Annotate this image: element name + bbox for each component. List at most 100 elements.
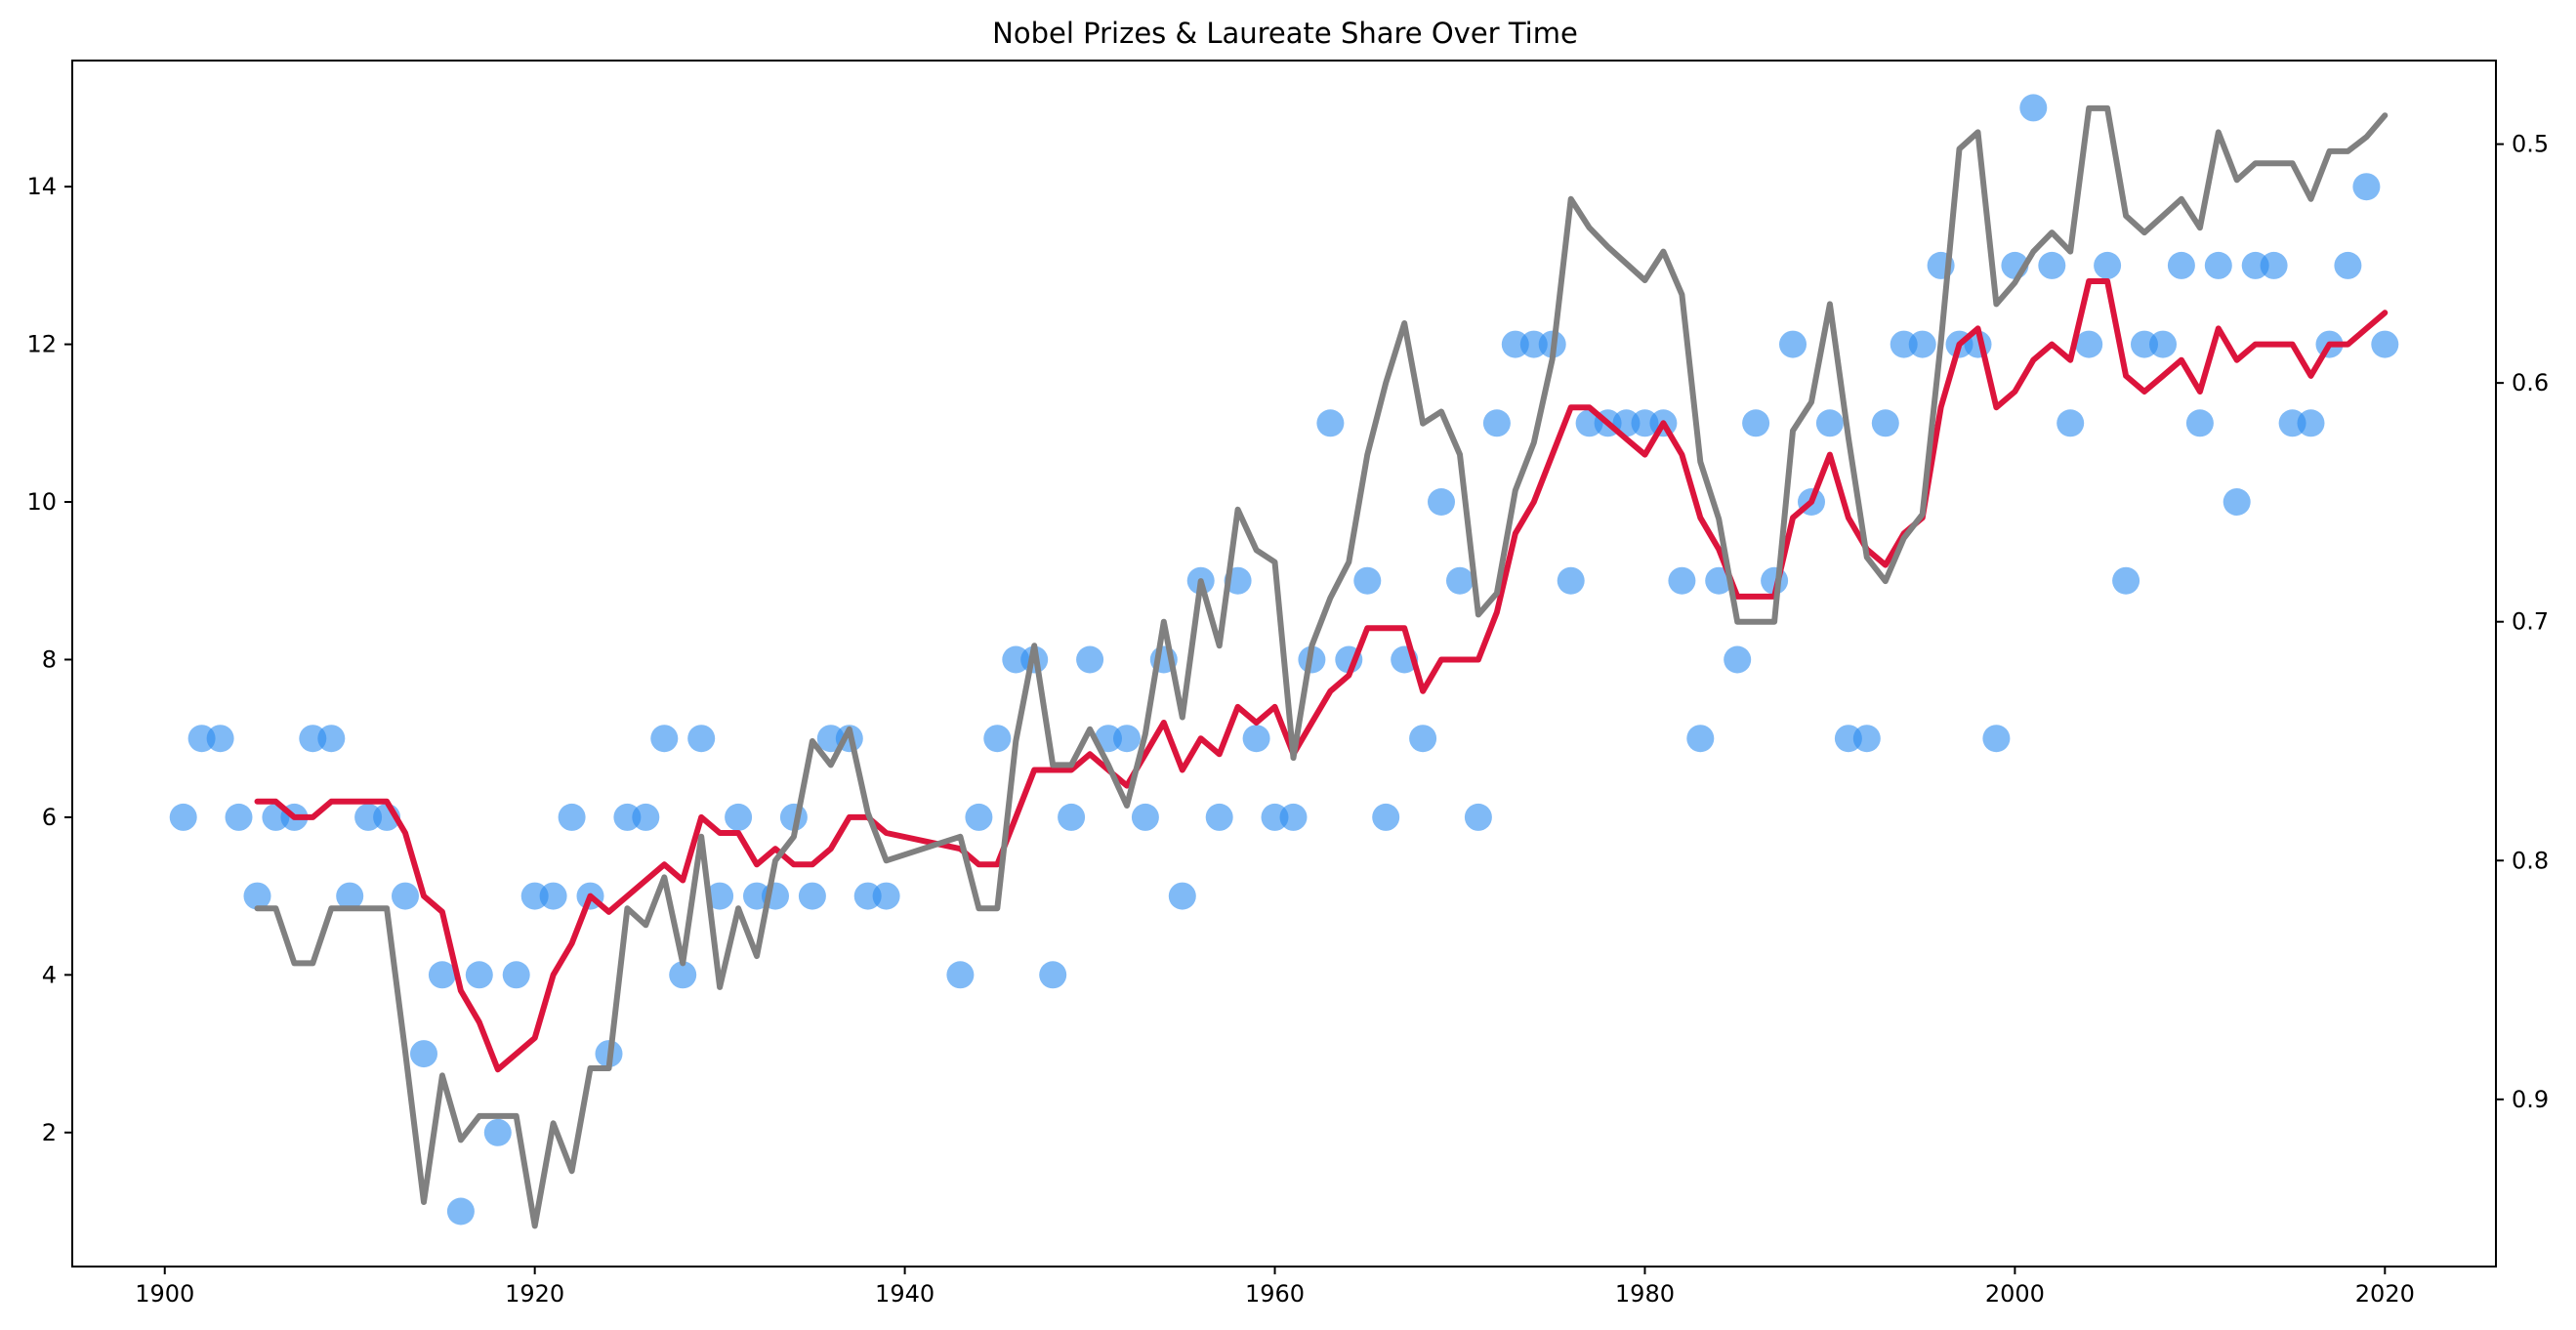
scatter-point [502,961,530,989]
scatter-point [336,882,364,910]
scatter-point [983,725,1012,753]
scatter-point [669,961,697,989]
y-tick-label: 10 [26,488,57,516]
scatter-point [1871,409,1899,437]
x-tick-label: 1900 [135,1280,194,1308]
scatter-point [2334,251,2362,279]
y-tick-label: 6 [42,804,57,831]
scatter-point [1446,566,1474,595]
scatter-point [1742,409,1770,437]
scatter-point [1724,645,1752,674]
x-tick-label: 2020 [2355,1280,2415,1308]
scatter-point [946,961,975,989]
scatter-point [1464,803,1492,831]
scatter-point [1409,725,1437,753]
scatter-point [1353,566,1382,595]
y-tick-label: 4 [42,961,57,988]
scatter-point [1428,488,1455,516]
x-axis: 1900 1920 1940 1960 1980 2000 2020 [135,1267,2415,1308]
y2-tick-label: 0.9 [2512,1086,2549,1113]
scatter-point [965,803,993,831]
plot-frame [71,60,2497,1268]
scatter-point [706,882,734,910]
scatter-point [1482,409,1511,437]
scatter-point [650,725,679,753]
scatter-point [1076,645,1104,674]
chart-title: Nobel Prizes & Laureate Share Over Time [992,17,1578,50]
scatter-point [2057,409,2085,437]
scatter-point [243,882,271,910]
scatter-point [1058,803,1086,831]
scatter-point [1279,803,1308,831]
scatter-point [410,1040,437,1068]
scatter-point [1557,566,1585,595]
scatter-point [2352,173,2381,201]
scatter-point [1372,803,1400,831]
scatter-point [798,882,826,910]
scatter-point [1668,566,1696,595]
scatter-point [169,803,197,831]
scatter-point [2371,330,2399,358]
scatter-point [1982,725,2011,753]
scatter-point [1779,330,1807,358]
scatter-point [1852,725,1881,753]
scatter-point [1205,803,1233,831]
scatter-point [2260,251,2288,279]
scatter-point [1815,409,1844,437]
scatter-point [558,803,586,831]
x-tick-label: 1940 [875,1280,935,1308]
x-tick-label: 1960 [1245,1280,1305,1308]
scatter-point [465,961,493,989]
scatter-point [2075,330,2103,358]
scatter-point [725,803,753,831]
scatter-point [446,1197,475,1226]
y-tick-label: 8 [42,645,57,673]
scatter-point [872,882,900,910]
x-tick-label: 2000 [1985,1280,2045,1308]
scatter-point [2185,409,2214,437]
y2-tick-label: 0.5 [2512,131,2549,158]
line-series-prizes [254,278,2389,1073]
scatter-point [1168,882,1196,910]
scatter-point [2038,251,2066,279]
y2-tick-label: 0.7 [2512,608,2549,636]
y2-tick-label: 0.8 [2512,847,2549,874]
scatter-point [1039,961,1067,989]
scatter-point [225,803,253,831]
scatter-point [2297,409,2325,437]
scatter-point [2112,566,2140,595]
y2-tick-label: 0.6 [2512,369,2549,396]
scatter-point [1686,725,1715,753]
x-tick-label: 1920 [505,1280,564,1308]
y-axis-right: 0.5 0.6 0.7 0.8 0.9 [2496,131,2549,1113]
scatter-point [392,882,419,910]
scatter-point [687,725,716,753]
scatter-point [483,1118,512,1146]
scatter-point [1131,803,1159,831]
scatter-point [1316,409,1345,437]
scatter-point [428,961,456,989]
scatter-point [317,725,346,753]
y-axis-left: 2 4 6 8 10 12 14 [26,173,72,1146]
scatter-point [2149,330,2177,358]
scatter-point [2019,94,2048,122]
scatter-point [2094,251,2122,279]
scatter-series [169,94,2399,1226]
scatter-point [1113,725,1141,753]
x-tick-label: 1980 [1615,1280,1675,1308]
scatter-point [2167,251,2195,279]
scatter-point [2223,488,2251,516]
line-series [254,104,2389,1229]
scatter-point [2204,251,2232,279]
scatter-point [632,803,660,831]
scatter-point [1242,725,1270,753]
y-tick-label: 12 [26,331,57,358]
y-tick-label: 14 [26,173,57,200]
scatter-point [1908,330,1936,358]
line-series-share [254,104,2389,1229]
scatter-point [539,882,567,910]
scatter-point [206,725,234,753]
y-tick-label: 2 [42,1119,57,1146]
